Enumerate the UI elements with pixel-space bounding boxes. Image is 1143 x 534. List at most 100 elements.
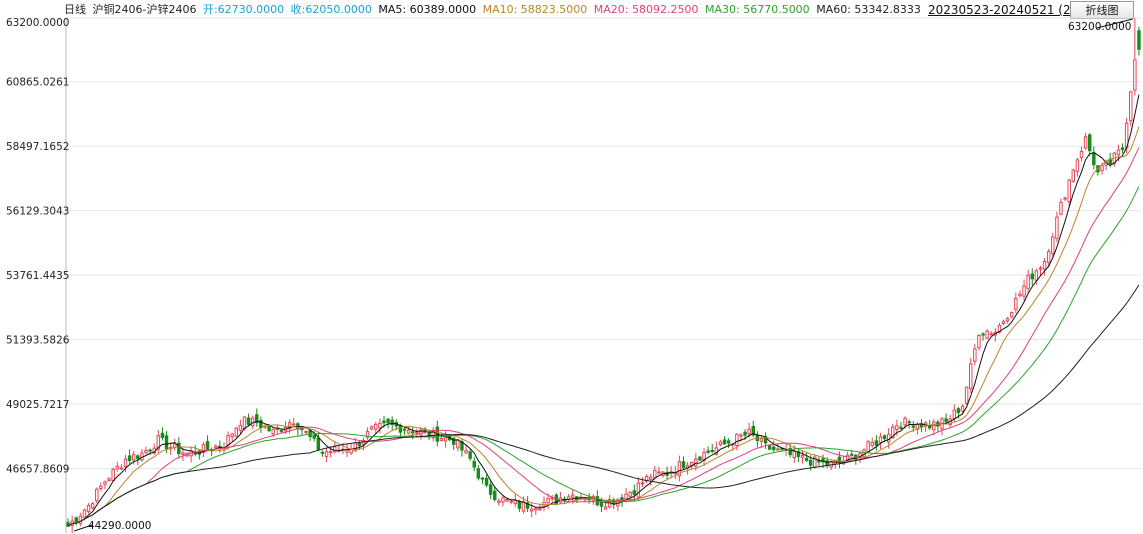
candle-body [1087, 134, 1092, 152]
candle-body [160, 432, 165, 439]
ma20-label: MA20: 58092.2500 [593, 3, 699, 16]
candle-body [845, 454, 850, 461]
candle-body [1034, 270, 1039, 281]
candle-body [657, 471, 661, 474]
candle-body [788, 448, 792, 456]
ma-line-ma5 [67, 94, 1140, 527]
candle-body [365, 431, 370, 438]
candle-body [99, 485, 103, 489]
candle-body [127, 455, 132, 462]
candle-body [599, 501, 604, 507]
candle-body [911, 425, 916, 428]
candle-body [333, 446, 337, 453]
candle-body [739, 434, 743, 437]
candle-body [291, 423, 296, 426]
candle-body [156, 435, 161, 450]
candle-body [570, 494, 575, 498]
candle-body [1014, 297, 1018, 310]
candle-body [874, 440, 879, 446]
candle-body [287, 422, 292, 430]
candle-body [267, 425, 271, 432]
candle-body [255, 414, 259, 424]
candle-body [960, 405, 965, 412]
candle-body [595, 496, 600, 506]
candle-body [312, 434, 316, 439]
candle-body [1030, 273, 1035, 280]
candle-body [1059, 201, 1063, 215]
candle-body [689, 461, 694, 466]
candlestick-series [66, 18, 1141, 533]
candle-body [800, 454, 805, 458]
candle-body [529, 508, 534, 512]
candle-body [1129, 91, 1133, 122]
candle-body [977, 334, 981, 349]
candle-body [681, 461, 686, 469]
candle-body [726, 440, 731, 444]
candle-body [402, 428, 407, 431]
candle-body [205, 441, 210, 450]
candle-body [850, 453, 854, 456]
candle-body [1075, 159, 1080, 172]
candle-body [136, 455, 140, 460]
candle-body [628, 491, 632, 497]
ma-line-ma20 [67, 147, 1140, 527]
min-value-label: 44290.0000 [88, 520, 151, 532]
candle-body [382, 420, 386, 424]
candle-body [439, 438, 444, 441]
candle-body [636, 482, 641, 498]
candle-body [324, 451, 329, 458]
y-tick-label: 60865.0261 [6, 77, 69, 89]
candle-body [895, 425, 899, 430]
candle-body [640, 482, 645, 485]
candle-body [369, 426, 374, 430]
candle-body [493, 490, 497, 501]
candle-body [694, 458, 698, 467]
candle-body [107, 478, 111, 481]
y-tick-label: 63200.0000 [6, 17, 69, 29]
candle-body [279, 429, 284, 432]
candle-body [718, 441, 723, 446]
candle-body [131, 454, 136, 461]
candle-body [1026, 274, 1030, 289]
candle-body [722, 439, 727, 445]
candle-body [300, 427, 304, 431]
candle-body [1100, 165, 1104, 171]
line-chart-toggle-button[interactable]: 折线图 [1070, 1, 1134, 19]
candle-body [349, 448, 353, 454]
candle-body [115, 465, 120, 470]
candle-body [1046, 251, 1051, 263]
candle-body [66, 522, 70, 527]
candle-body [148, 449, 152, 452]
candle-body [144, 449, 148, 454]
candle-body [804, 457, 809, 461]
candle-body [534, 507, 538, 511]
date-range-label[interactable]: 20230523-20240521 (241) [928, 3, 1091, 17]
candle-body [751, 426, 755, 436]
candle-body [484, 477, 489, 486]
candle-body [1051, 236, 1055, 254]
min-arrow [73, 524, 93, 532]
candle-body [878, 436, 883, 443]
candle-body [328, 451, 333, 454]
candle-body [234, 427, 239, 437]
candle-body [776, 448, 780, 451]
candle-body [763, 436, 768, 444]
candle-body [759, 438, 764, 442]
candle-body [1010, 312, 1014, 318]
y-tick-label: 46657.8609 [6, 464, 69, 476]
candle-body [181, 452, 185, 455]
y-tick-label: 51393.5826 [6, 335, 70, 347]
candle-body [214, 445, 218, 449]
candle-body [964, 386, 969, 404]
candle-body [521, 501, 526, 512]
y-tick-label: 56129.3043 [6, 206, 69, 218]
candle-body [271, 428, 275, 435]
candle-body [1120, 147, 1125, 151]
y-tick-label: 53761.4435 [6, 270, 69, 282]
candle-body [103, 481, 107, 485]
candle-body [603, 506, 608, 510]
candle-body [390, 419, 394, 425]
candle-body [735, 433, 739, 446]
candle-body [767, 444, 772, 450]
